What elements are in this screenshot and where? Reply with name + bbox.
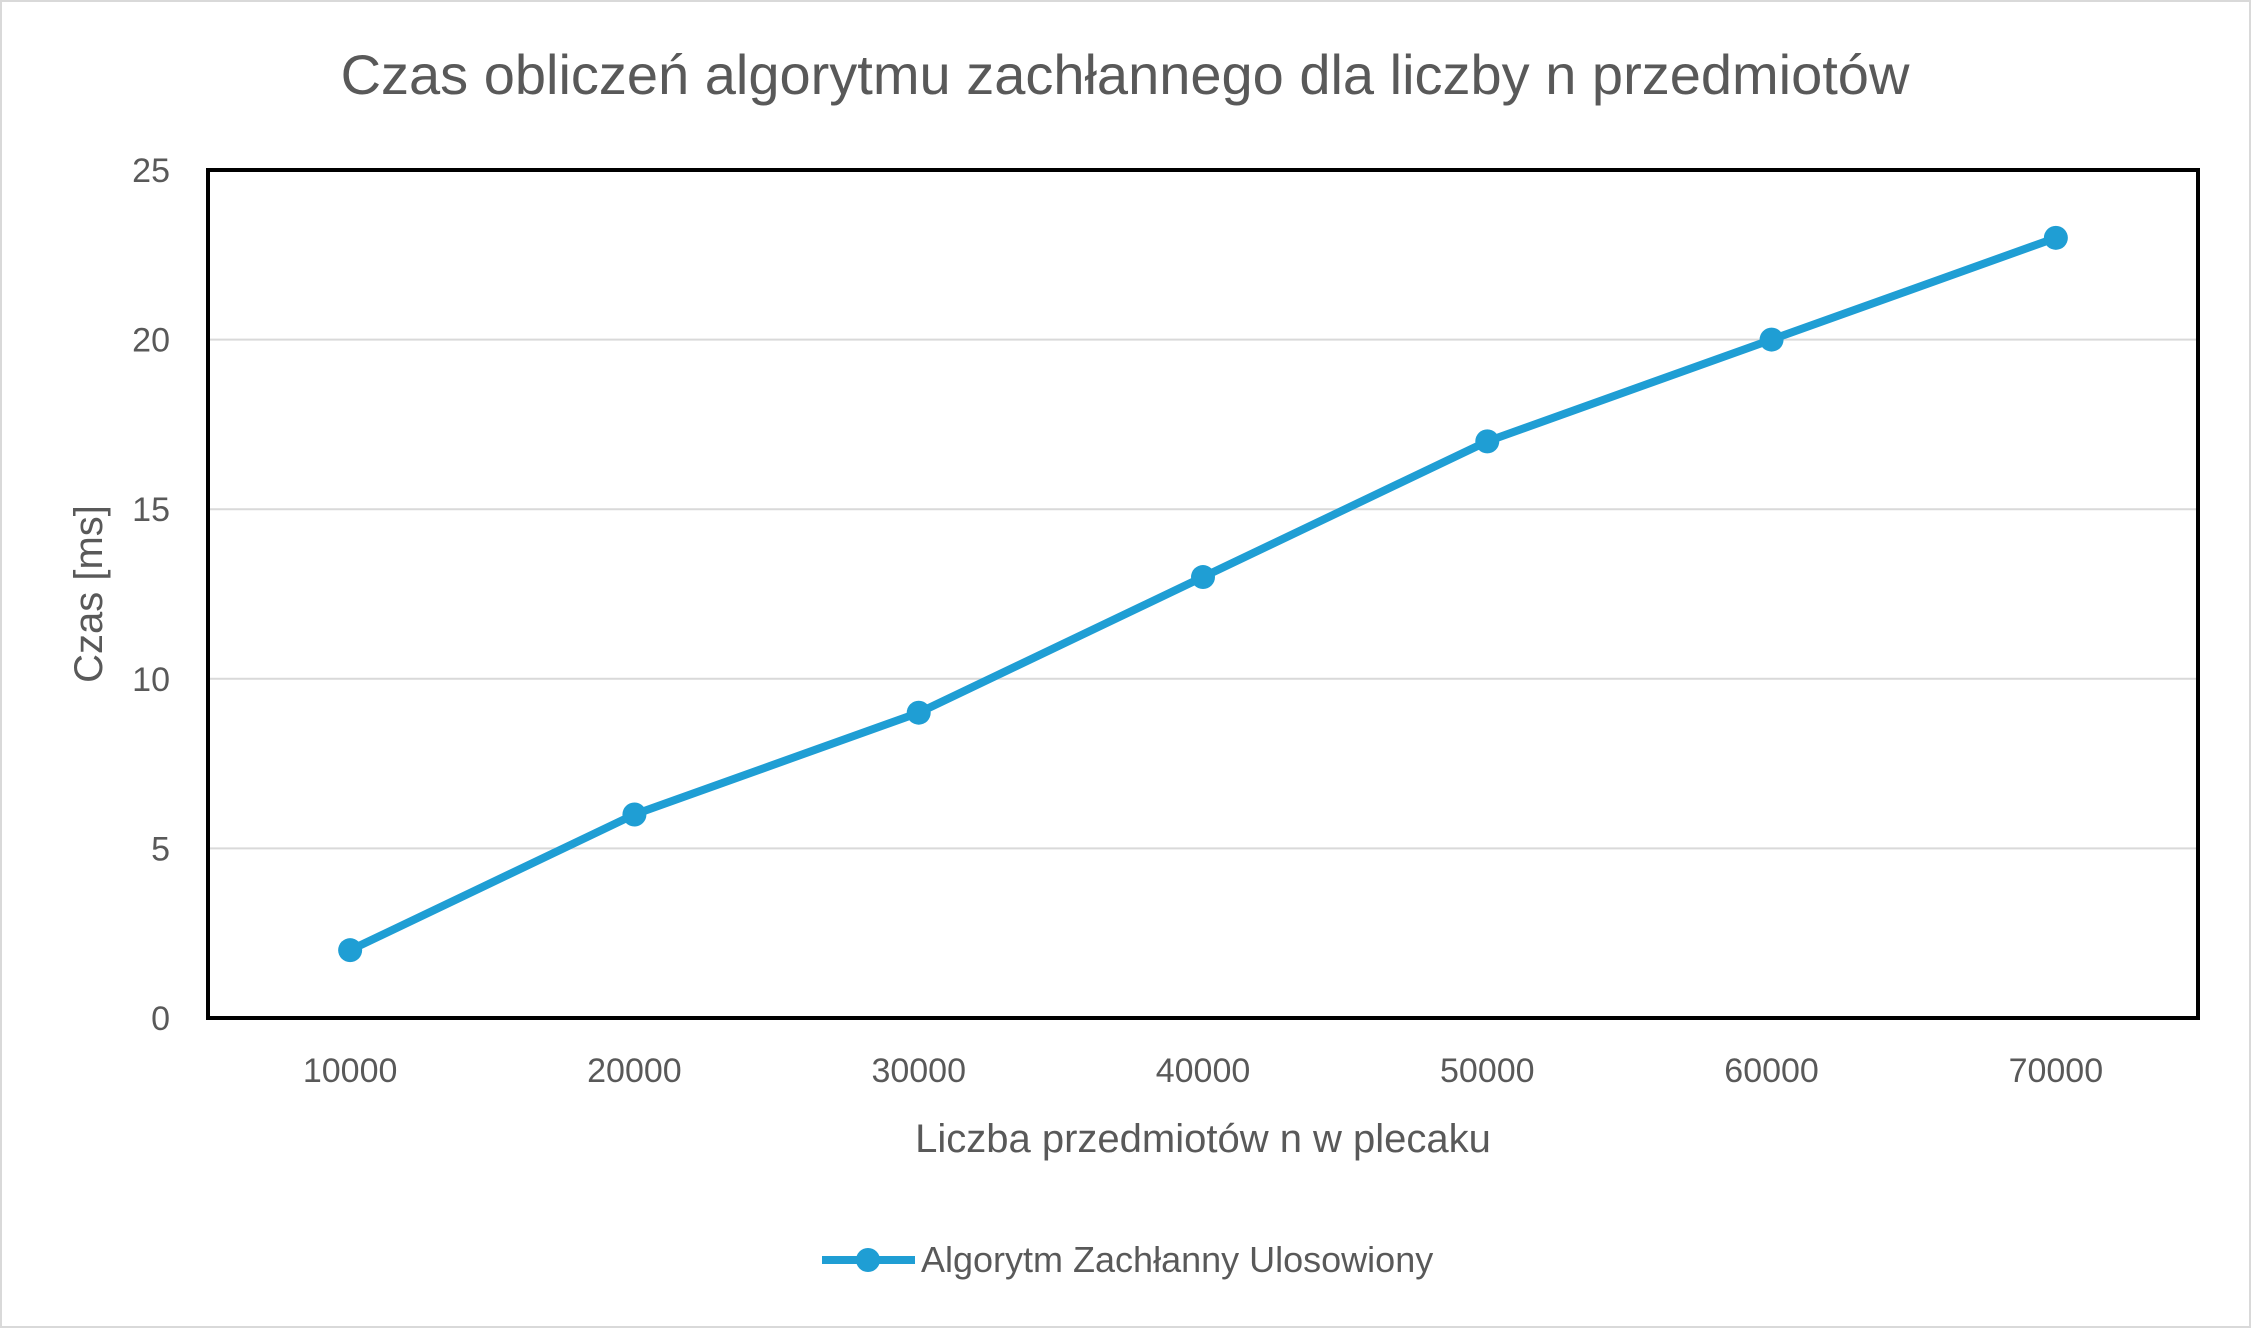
y-tick-label: 25 (132, 152, 170, 190)
data-point (906, 700, 931, 725)
series-line (346, 233, 2060, 955)
legend-point-marker (856, 1248, 880, 1272)
legend-label: Algorytm Zachłanny Ulosowiony (921, 1239, 1433, 1280)
x-tick-label: 60000 (1724, 1052, 1819, 1090)
y-tick-label: 5 (151, 830, 170, 868)
y-axis-title: Czas [ms] (67, 505, 111, 683)
gridlines (208, 338, 2198, 850)
x-axis-title: Liczba przedmiotów n w plecaku (915, 1117, 1491, 1161)
data-point (2043, 225, 2068, 250)
y-tick-label: 20 (132, 322, 170, 360)
series-layer (338, 225, 2068, 963)
x-tick-label: 10000 (303, 1052, 398, 1090)
data-point (1191, 565, 1215, 590)
y-tick-label: 0 (151, 1000, 170, 1038)
y-tick-label: 10 (132, 661, 170, 699)
x-tick-label: 50000 (1440, 1052, 1535, 1090)
data-point (1475, 429, 1500, 454)
legend: Algorytm Zachłanny Ulosowiony (822, 1239, 1433, 1280)
x-tick-label: 40000 (1156, 1052, 1251, 1090)
data-point (622, 802, 647, 827)
x-tick-label: 20000 (587, 1052, 682, 1090)
chart-title: Czas obliczeń algorytmu zachłannego dla … (341, 43, 1910, 106)
data-point (1759, 327, 1784, 352)
y-axis-ticks: 0 5 10 15 20 25 (132, 152, 170, 1038)
x-axis-ticks: 10000 20000 30000 40000 50000 60000 70000 (303, 1052, 2103, 1090)
data-point (338, 938, 363, 963)
x-tick-label: 70000 (2009, 1052, 2104, 1090)
x-tick-label: 30000 (871, 1052, 966, 1090)
plot-area-border (206, 168, 2200, 1020)
y-tick-label: 15 (132, 491, 170, 529)
